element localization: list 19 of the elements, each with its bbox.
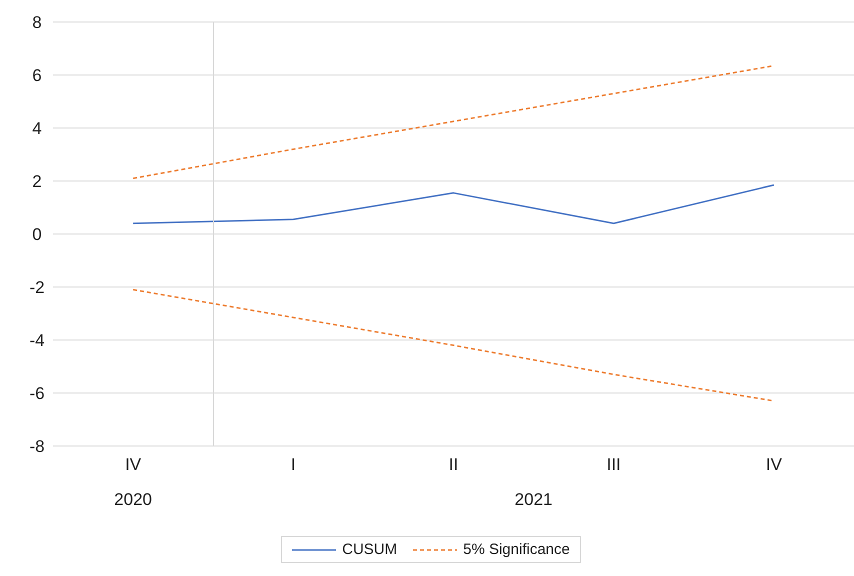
y-tick-label: -6 xyxy=(29,384,45,404)
line-series xyxy=(132,184,775,224)
x-tick-label: IV xyxy=(125,455,142,474)
x-tick-label: III xyxy=(606,455,621,474)
x-tick-label: II xyxy=(448,455,458,474)
legend-label: 5% Significance xyxy=(462,541,570,558)
text: 2021 xyxy=(514,490,554,510)
y-tick-label: 2 xyxy=(32,172,42,192)
y-tick-label: 8 xyxy=(32,13,42,32)
text: 2020 xyxy=(113,490,153,510)
y-tick-label: -2 xyxy=(29,278,45,298)
x-tick-label: IV xyxy=(766,455,783,474)
y-tick-label: 4 xyxy=(32,119,42,138)
y-tick-label: 0 xyxy=(32,225,42,244)
legend-label: CUSUM xyxy=(341,541,398,558)
x-tick-label: I xyxy=(290,455,296,474)
y-tick-label: -8 xyxy=(29,437,45,456)
y-tick-label: -4 xyxy=(29,331,45,350)
y-tick-label: 6 xyxy=(32,66,42,86)
